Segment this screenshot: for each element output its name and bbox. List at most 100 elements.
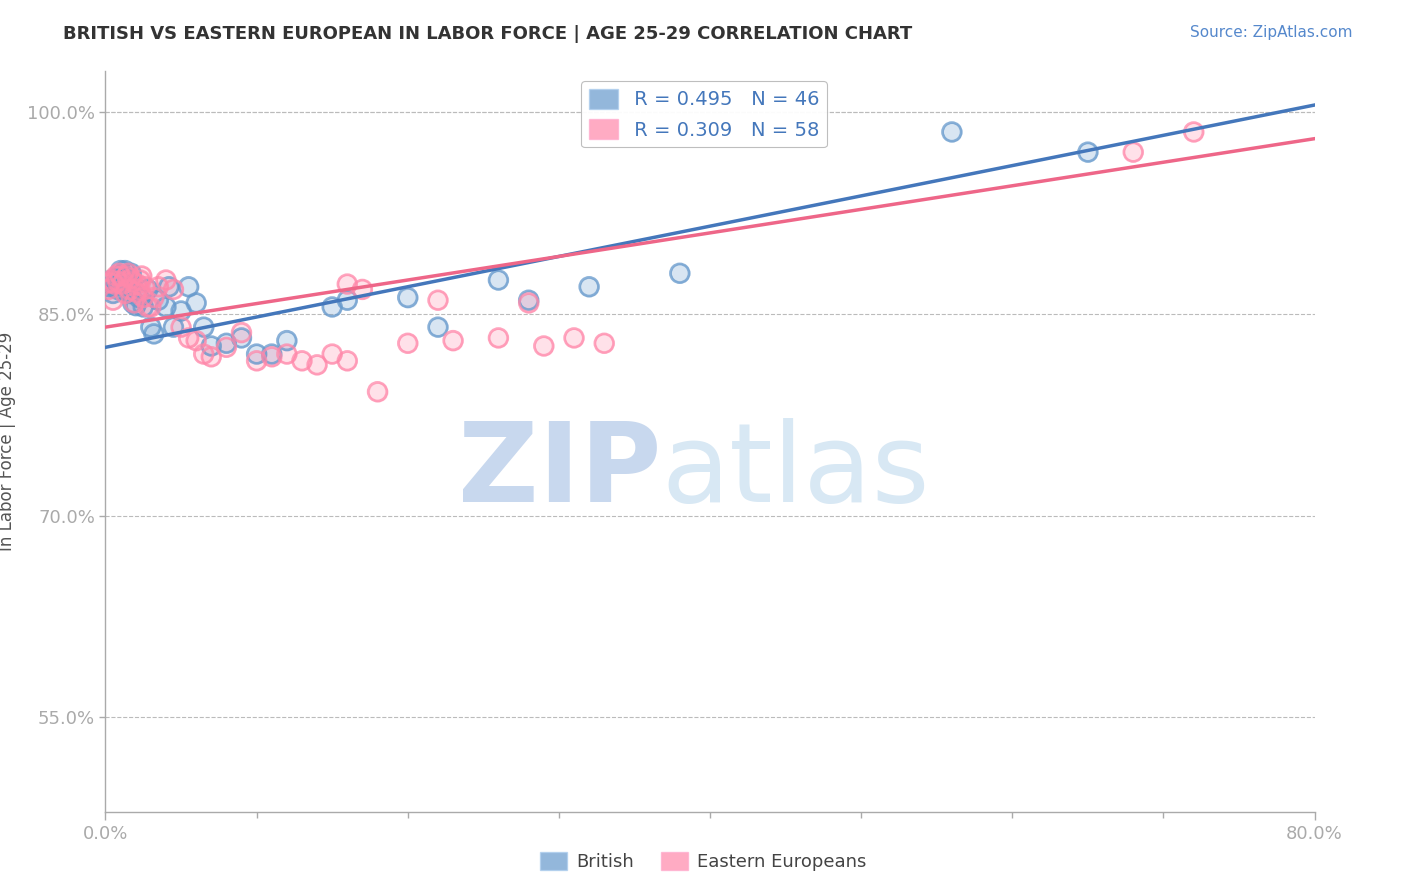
Point	[162, 282, 184, 296]
Point	[336, 353, 359, 368]
Point	[941, 125, 963, 139]
Point	[260, 350, 283, 364]
Point	[112, 274, 135, 288]
Point	[170, 304, 193, 318]
Point	[200, 350, 222, 364]
Point	[260, 347, 283, 361]
Point	[488, 331, 510, 345]
Point	[231, 331, 253, 345]
Point	[114, 263, 136, 277]
Point	[669, 266, 692, 280]
Point	[103, 277, 125, 291]
Point	[276, 347, 298, 361]
Point	[1077, 145, 1099, 160]
Point	[142, 326, 165, 341]
Point	[148, 293, 170, 308]
Point	[193, 320, 215, 334]
Point	[246, 353, 269, 368]
Point	[132, 291, 155, 305]
Point	[127, 277, 149, 291]
Point	[177, 331, 200, 345]
Point	[276, 334, 298, 348]
Point	[170, 320, 193, 334]
Point	[139, 320, 162, 334]
Point	[128, 282, 150, 296]
Point	[124, 285, 148, 299]
Point	[488, 331, 510, 345]
Point	[128, 291, 150, 305]
Point	[97, 282, 120, 296]
Point	[105, 268, 128, 283]
Point	[103, 279, 125, 293]
Point	[120, 271, 142, 285]
Point	[441, 334, 464, 348]
Point	[132, 300, 155, 314]
Point	[517, 296, 540, 310]
Point	[155, 273, 177, 287]
Point	[533, 339, 555, 353]
Point	[131, 268, 153, 283]
Point	[1122, 145, 1144, 160]
Point	[157, 279, 180, 293]
Point	[111, 277, 134, 291]
Point	[101, 286, 124, 301]
Point	[155, 300, 177, 314]
Point	[117, 266, 139, 280]
Point	[291, 353, 314, 368]
Point	[101, 286, 124, 301]
Text: Source: ZipAtlas.com: Source: ZipAtlas.com	[1189, 25, 1353, 40]
Point	[336, 353, 359, 368]
Point	[114, 286, 136, 301]
Point	[186, 296, 208, 310]
Point	[128, 282, 150, 296]
Point	[115, 271, 138, 285]
Point	[129, 273, 152, 287]
Point	[97, 282, 120, 296]
Point	[366, 384, 388, 399]
Point	[124, 299, 148, 313]
Point	[122, 296, 145, 310]
Point	[488, 273, 510, 287]
Point	[121, 296, 143, 310]
Point	[117, 279, 139, 293]
Point	[148, 293, 170, 308]
Point	[1077, 145, 1099, 160]
Point	[118, 286, 141, 301]
Point	[352, 282, 374, 296]
Point	[112, 274, 135, 288]
Point	[427, 293, 450, 308]
Point	[231, 326, 253, 340]
Point	[129, 273, 152, 287]
Point	[136, 282, 159, 296]
Point	[366, 384, 388, 399]
Legend: British, Eastern Europeans: British, Eastern Europeans	[533, 845, 873, 879]
Point	[336, 293, 359, 308]
Point	[101, 293, 124, 308]
Point	[276, 347, 298, 361]
Point	[396, 336, 419, 351]
Point	[177, 279, 200, 293]
Point	[107, 274, 129, 288]
Point	[134, 279, 156, 293]
Point	[134, 279, 156, 293]
Point	[517, 296, 540, 310]
Point	[321, 300, 343, 314]
Point	[117, 279, 139, 293]
Point	[131, 268, 153, 283]
Point	[231, 326, 253, 340]
Point	[98, 276, 121, 290]
Point	[142, 326, 165, 341]
Point	[307, 358, 329, 372]
Point	[427, 320, 450, 334]
Point	[120, 266, 142, 280]
Point	[336, 277, 359, 291]
Point	[669, 266, 692, 280]
Point	[107, 282, 129, 296]
Point	[120, 266, 142, 280]
Point	[118, 282, 141, 296]
Point	[110, 263, 132, 277]
Point	[200, 339, 222, 353]
Point	[115, 271, 138, 285]
Point	[100, 273, 122, 287]
Point	[121, 274, 143, 288]
